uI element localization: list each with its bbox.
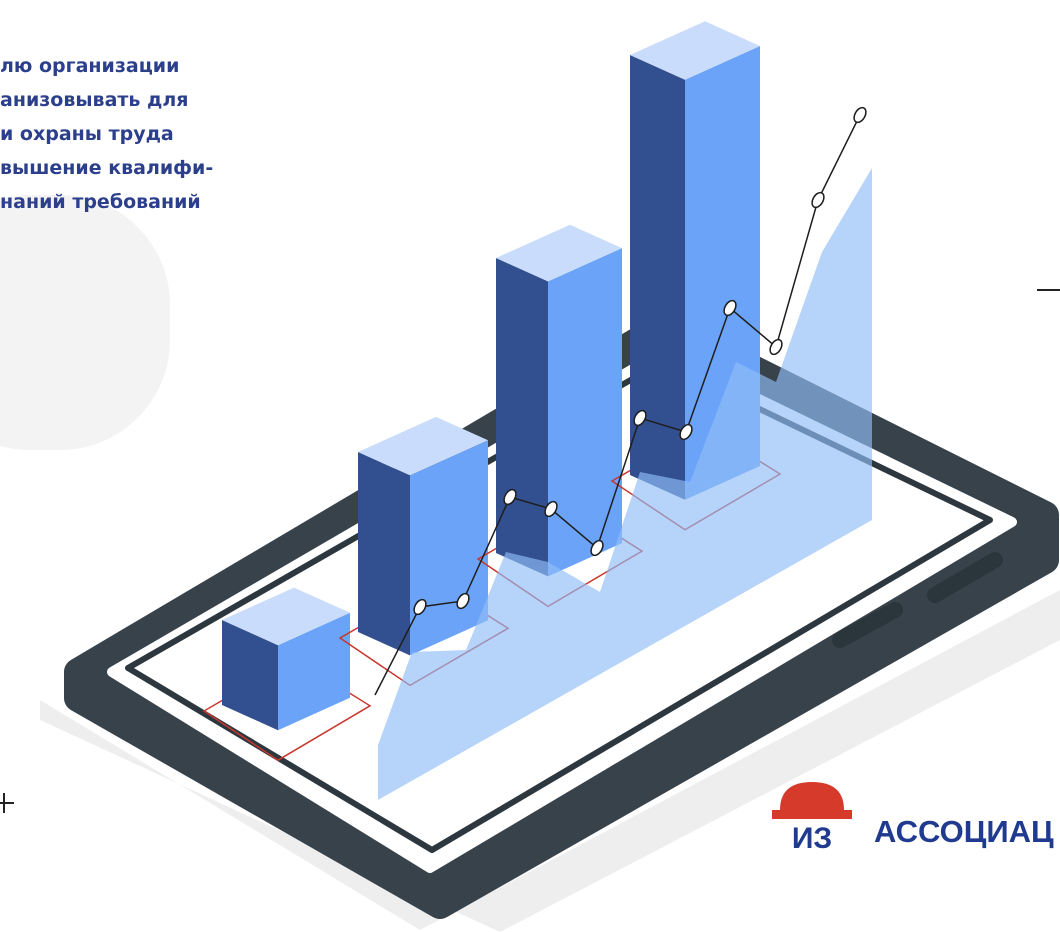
- line-graph: [374, 106, 867, 696]
- bar-left-face: [358, 452, 410, 656]
- bar-right-face: [278, 612, 350, 731]
- bar-right-face: [548, 248, 622, 577]
- bar-top-face: [222, 587, 350, 646]
- area-shape: [378, 168, 872, 800]
- bar-left-face: [630, 55, 685, 500]
- bar-right-face: [410, 440, 488, 656]
- logo-helmet: [780, 782, 844, 810]
- intro-line: лю организации: [0, 55, 179, 77]
- line-path: [374, 114, 861, 696]
- logo-mark: ИЗ: [792, 822, 832, 855]
- logo-text: АССОЦИАЦ: [874, 814, 1054, 849]
- intro-line: вышение квалифи-: [0, 157, 213, 179]
- bar-left-face: [496, 258, 548, 577]
- phone-buttons: [832, 552, 1003, 648]
- decor-plus: [0, 793, 14, 813]
- line-point: [679, 423, 693, 441]
- phone-shadow: [40, 590, 1060, 932]
- bar-top-face: [496, 224, 622, 282]
- logo-brim: [772, 810, 852, 819]
- line-point: [853, 106, 867, 124]
- bar-left-face: [222, 620, 278, 731]
- intro-line: анизовывать для: [0, 89, 189, 111]
- line-point: [544, 500, 558, 518]
- logo: ИЗ АССОЦИАЦ: [772, 782, 1054, 855]
- line-point: [456, 592, 470, 610]
- bar-group: [202, 21, 782, 762]
- line-point: [769, 338, 783, 356]
- line-point: [811, 191, 825, 209]
- line-point: [590, 539, 604, 557]
- line-point: [503, 488, 517, 506]
- line-point: [723, 299, 737, 317]
- background-blob: [0, 195, 170, 450]
- bar-top-face: [358, 416, 488, 476]
- intro-line: и охраны труда: [0, 123, 174, 145]
- intro-line: наний требований: [0, 191, 201, 213]
- intro-text: лю организации анизовывать для и охраны тр…: [0, 55, 213, 213]
- line-point: [413, 598, 427, 616]
- bar-top-face: [630, 21, 760, 80]
- line-point: [633, 409, 647, 427]
